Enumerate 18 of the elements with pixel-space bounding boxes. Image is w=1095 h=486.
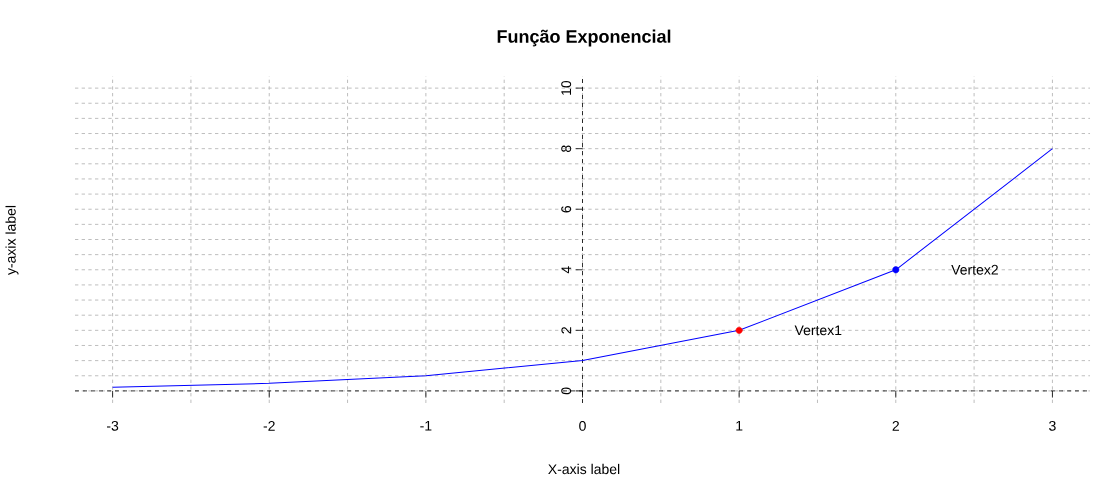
x-axis-title: X-axis label <box>548 463 620 475</box>
y-tick-label: 4 <box>561 266 572 274</box>
y-tick-label: 8 <box>561 145 572 152</box>
y-tick-label: 6 <box>561 205 572 213</box>
annotation: Vertex2 <box>951 264 998 275</box>
annotation: Vertex1 <box>794 325 842 336</box>
y-tick-label: 2 <box>561 327 572 334</box>
x-tick-label: -3 <box>107 420 119 431</box>
x-tick-label: 3 <box>1049 420 1056 431</box>
y-tick-label: 10 <box>561 80 572 95</box>
x-tick-label: 1 <box>736 420 743 431</box>
x-tick-label: 0 <box>579 420 586 431</box>
chart-title: Função Exponencial <box>497 29 671 47</box>
y-axis-title: y-axix label <box>5 205 19 275</box>
x-tick-label: -1 <box>420 420 432 431</box>
x-tick-label: 2 <box>892 420 899 431</box>
x-tick-label: -2 <box>263 420 275 431</box>
y-tick-label: 0 <box>561 387 572 395</box>
